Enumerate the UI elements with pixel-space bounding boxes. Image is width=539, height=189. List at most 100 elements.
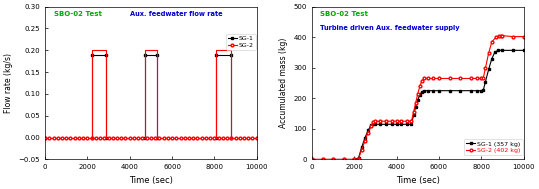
SG-1 (357 kg) xyxy=(351,158,357,160)
SG-1 (357 kg) xyxy=(482,80,489,83)
SG-2 (402 kg) xyxy=(412,102,419,104)
SG-1 (357 kg) xyxy=(474,90,480,92)
SG-2 (402 kg) xyxy=(410,111,417,113)
SG-1 (357 kg) xyxy=(309,158,315,160)
SG-2 (402 kg) xyxy=(489,41,495,43)
SG-1 xyxy=(42,136,49,139)
Legend: SG-1, SG-2: SG-1, SG-2 xyxy=(226,34,255,50)
SG-2 xyxy=(42,136,49,139)
SG-2 xyxy=(105,136,112,139)
Line: SG-1: SG-1 xyxy=(44,53,258,139)
SG-1 (357 kg) xyxy=(457,90,464,92)
SG-1 (357 kg) xyxy=(419,91,425,93)
SG-2 (402 kg) xyxy=(319,158,326,160)
SG-1 (357 kg) xyxy=(398,123,404,125)
SG-1 xyxy=(88,136,95,139)
Y-axis label: Accumulated mass (kg): Accumulated mass (kg) xyxy=(279,38,288,128)
SG-2 (402 kg) xyxy=(408,120,414,122)
SG-2 (402 kg) xyxy=(368,125,375,128)
SG-2 (402 kg) xyxy=(341,158,347,160)
SG-1 (357 kg) xyxy=(376,123,383,125)
SG-2 xyxy=(182,136,188,139)
SG-1 (357 kg) xyxy=(389,123,396,125)
SG-2 (402 kg) xyxy=(398,120,404,122)
SG-2 (402 kg) xyxy=(482,67,489,69)
Text: SBO-02 Test: SBO-02 Test xyxy=(321,11,369,17)
SG-1 xyxy=(141,53,148,56)
SG-1 (357 kg) xyxy=(467,90,474,92)
SG-2 (402 kg) xyxy=(417,85,423,87)
SG-2 (402 kg) xyxy=(355,158,362,160)
SG-1 xyxy=(103,53,109,56)
SG-1 xyxy=(213,53,220,56)
SG-2 (402 kg) xyxy=(510,36,516,38)
SG-2 (402 kg) xyxy=(520,36,527,38)
Y-axis label: Flow rate (kg/s): Flow rate (kg/s) xyxy=(4,53,13,113)
SG-1 (357 kg) xyxy=(486,68,492,70)
SG-2 (402 kg) xyxy=(414,93,421,95)
SG-2 (402 kg) xyxy=(436,77,442,80)
SG-2 (402 kg) xyxy=(389,120,396,122)
SG-2 (402 kg) xyxy=(425,77,432,80)
SG-2 (402 kg) xyxy=(372,120,379,122)
Line: SG-2 (402 kg): SG-2 (402 kg) xyxy=(310,34,525,161)
SG-1 (357 kg) xyxy=(372,123,379,125)
SG-1 xyxy=(213,136,220,139)
SG-2 (402 kg) xyxy=(383,120,389,122)
SG-1 (357 kg) xyxy=(425,90,432,92)
SG-1 (357 kg) xyxy=(489,57,495,60)
SG-1 (357 kg) xyxy=(362,137,368,139)
SG-1 (357 kg) xyxy=(430,90,436,92)
SG-2 (402 kg) xyxy=(330,158,336,160)
SG-1 (357 kg) xyxy=(370,123,377,125)
Line: SG-1 (357 kg): SG-1 (357 kg) xyxy=(310,49,525,161)
Text: Aux. feedwater flow rate: Aux. feedwater flow rate xyxy=(130,11,223,17)
SG-1 (357 kg) xyxy=(365,129,371,132)
SG-1 (357 kg) xyxy=(404,123,410,125)
SG-2 (402 kg) xyxy=(404,120,410,122)
SG-1 (357 kg) xyxy=(520,49,527,51)
SG-1 (357 kg) xyxy=(414,99,421,101)
SG-1 (357 kg) xyxy=(446,90,453,92)
SG-1 (357 kg) xyxy=(383,123,389,125)
SG-2 (402 kg) xyxy=(370,121,377,123)
SG-2 (402 kg) xyxy=(478,77,485,80)
SG-1 (357 kg) xyxy=(492,51,498,53)
SG-2 (402 kg) xyxy=(421,77,427,80)
X-axis label: Time (sec): Time (sec) xyxy=(396,176,440,185)
SG-1 (357 kg) xyxy=(410,114,417,116)
SG-1 xyxy=(154,53,161,56)
SG-2 (402 kg) xyxy=(430,77,436,80)
SG-2 (402 kg) xyxy=(309,158,315,160)
SG-2 (402 kg) xyxy=(362,140,368,142)
SG-1 (357 kg) xyxy=(330,158,336,160)
SG-2 (402 kg) xyxy=(393,120,400,122)
Text: SBO-02 Test: SBO-02 Test xyxy=(53,11,101,17)
SG-2 xyxy=(253,136,260,139)
SG-2 (402 kg) xyxy=(446,77,453,80)
SG-1 (357 kg) xyxy=(495,49,501,51)
SG-2 (402 kg) xyxy=(486,52,492,54)
X-axis label: Time (sec): Time (sec) xyxy=(129,176,173,185)
SG-2 (402 kg) xyxy=(499,35,506,37)
SG-1 (357 kg) xyxy=(408,123,414,125)
SG-2 (402 kg) xyxy=(493,36,499,38)
SG-2 (402 kg) xyxy=(467,77,474,80)
SG-1 (357 kg) xyxy=(436,90,442,92)
SG-1 (357 kg) xyxy=(355,157,362,159)
SG-1 (357 kg) xyxy=(341,158,347,160)
SG-2 xyxy=(249,136,255,139)
SG-1 xyxy=(88,53,95,56)
SG-1 xyxy=(253,136,260,139)
SG-1 xyxy=(154,136,161,139)
SG-2 xyxy=(194,136,201,139)
SG-2 (402 kg) xyxy=(496,35,502,37)
SG-2 (402 kg) xyxy=(376,120,383,122)
SG-2 xyxy=(88,136,95,139)
SG-2 (402 kg) xyxy=(351,158,357,160)
SG-2 (402 kg) xyxy=(474,77,480,80)
SG-1 (357 kg) xyxy=(421,90,427,92)
SG-1 xyxy=(228,136,234,139)
SG-1 xyxy=(141,136,148,139)
SG-1 (357 kg) xyxy=(412,106,419,108)
